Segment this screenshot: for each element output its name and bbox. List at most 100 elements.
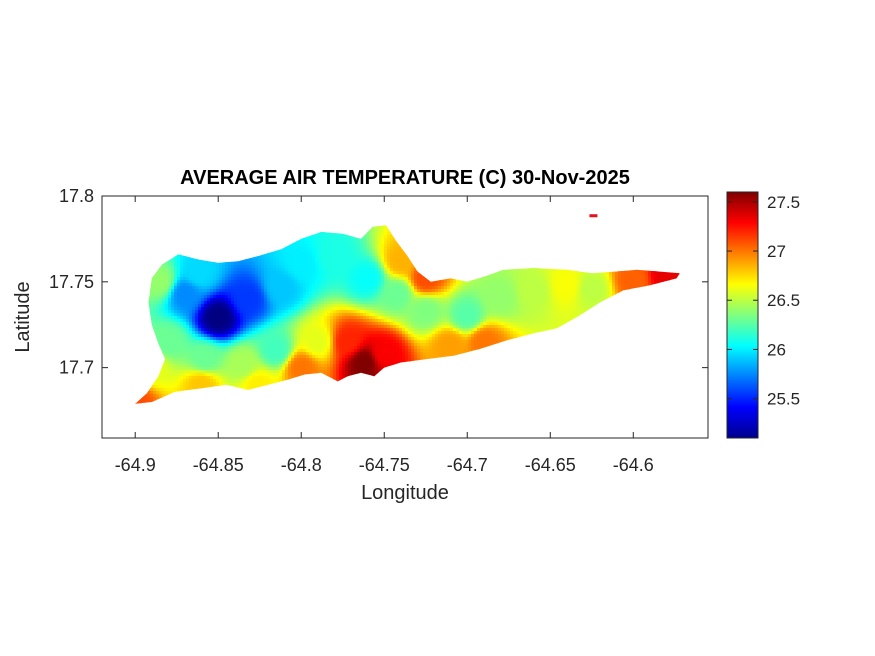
heatmap-cell [327,235,331,239]
heatmap-cell [279,268,283,272]
heatmap-cell [303,262,307,266]
heatmap-cell [330,259,334,263]
heatmap-cell [372,253,376,257]
heatmap-cell [204,262,208,266]
heatmap-cell [177,259,181,263]
heatmap-cell [342,238,346,242]
heatmap-cell [339,235,343,239]
heatmap-cell [222,262,226,266]
heatmap-cell [189,268,193,272]
heatmap-cell [300,262,304,266]
heatmap-cell [510,268,514,272]
heatmap-cell [339,241,343,245]
heatmap-cell [300,256,304,260]
heatmap-cell [315,247,319,251]
heatmap-cell [504,268,508,272]
heatmap-cell [297,250,301,254]
heatmap-cell [333,232,337,236]
heatmap-cell [369,250,373,254]
heatmap-cell [405,268,409,272]
heatmap-cell [183,265,187,269]
heatmap-cell [384,232,388,236]
heatmap-cell [285,265,289,269]
heatmap-cell [402,265,406,269]
heatmap-cell [507,268,511,272]
heatmap-cell [264,259,268,263]
heatmap-cell [267,268,271,272]
heatmap-cell [399,262,403,266]
heatmap-cell [408,268,412,272]
heatmap-cell [333,262,337,266]
heatmap-cell [360,265,364,269]
heatmap-cell [282,256,286,260]
heatmap-cell [309,238,313,242]
heatmap-cell [357,241,361,245]
heatmap-cell [177,256,181,260]
heatmap-cell [315,262,319,266]
heatmap-cell [279,259,283,263]
heatmap-cell [162,265,166,269]
heatmap-cell [312,244,316,248]
heatmap-cell [405,259,409,263]
heatmap-cell [357,259,361,263]
heatmap-cell [366,232,370,236]
heatmap-cell [327,256,331,260]
heatmap-cell [270,262,274,266]
heatmap-cell [297,265,301,269]
heatmap-cell [390,268,394,272]
heatmap-cell [405,265,409,269]
heatmap-cell [315,259,319,263]
heatmap-cell [321,262,325,266]
heatmap-cell [333,256,337,260]
heatmap-cell [294,256,298,260]
heatmap-cell [336,244,340,248]
heatmap-cell [318,244,322,248]
heatmap-cell [249,265,253,269]
heatmap-cell [369,256,373,260]
heatmap-cell [372,235,376,239]
heatmap-cell [303,256,307,260]
heatmap-cell [354,256,358,260]
heatmap-cell [351,256,355,260]
heatmap-cell [165,265,169,269]
heatmap-cell [315,253,319,257]
heatmap-cell [387,265,391,269]
heatmap-cell [279,250,283,254]
heatmap-cell [384,262,388,266]
heatmap-cell [357,256,361,260]
heatmap-cell [390,253,394,257]
heatmap-cell [228,265,232,269]
heatmap-cell [390,241,394,245]
heatmap-cell [333,247,337,251]
heatmap-cell [270,256,274,260]
heatmap-cell [300,244,304,248]
heatmap-cell [369,247,373,251]
heatmap-cell [513,268,517,272]
heatmap-cell [273,268,277,272]
heatmap-cell [357,253,361,257]
heatmap-cell [297,259,301,263]
heatmap-cell [390,235,394,239]
heatmap-cell [393,244,397,248]
heatmap-cell [396,247,400,251]
heatmap-cell [312,265,316,269]
heatmap-cell [384,253,388,257]
heatmap-cell [324,253,328,257]
heatmap-cell [405,256,409,260]
heatmap-cell [366,250,370,254]
heatmap-cell [237,268,241,272]
heatmap-cell [288,268,292,272]
heatmap-cell [276,253,280,257]
heatmap-cell [387,253,391,257]
heatmap-cell [285,247,289,251]
heatmap-cell [369,262,373,266]
heatmap-cell [378,259,382,263]
heatmap-cell [255,268,259,272]
heatmap-cell [366,235,370,239]
heatmap-cell [342,235,346,239]
heatmap-cell [354,259,358,263]
heatmap-cell [327,247,331,251]
heatmap-cell [276,265,280,269]
heatmap-cell [387,250,391,254]
heatmap-cell [252,256,256,260]
